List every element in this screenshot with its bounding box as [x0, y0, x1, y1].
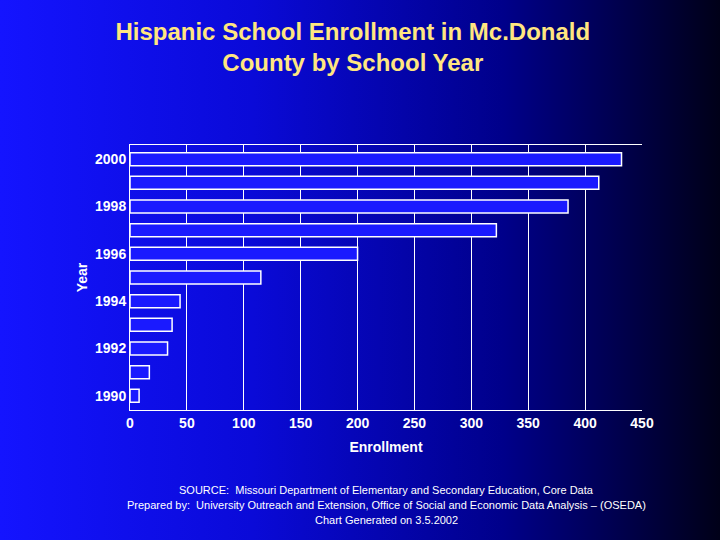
svg-text:Prepared by: University Outre: Prepared by: University Outreach and Ext… [127, 499, 646, 511]
svg-text:150: 150 [289, 415, 313, 431]
svg-text:1996: 1996 [95, 246, 126, 262]
svg-text:350: 350 [517, 415, 541, 431]
svg-text:Year: Year [74, 262, 90, 292]
svg-text:Enrollment: Enrollment [349, 439, 422, 455]
svg-text:450: 450 [630, 415, 654, 431]
svg-text:250: 250 [403, 415, 427, 431]
svg-text:1994: 1994 [95, 293, 126, 309]
svg-text:1998: 1998 [95, 198, 126, 214]
svg-text:Hispanic School Enrollment in: Hispanic School Enrollment in Mc.DonaldC… [115, 18, 590, 76]
svg-text:SOURCE: Missouri Department o: SOURCE: Missouri Department of Elementar… [179, 484, 594, 496]
svg-text:400: 400 [573, 415, 597, 431]
svg-text:Chart Generated on 3.5.2002: Chart Generated on 3.5.2002 [315, 514, 458, 526]
svg-text:200: 200 [346, 415, 370, 431]
svg-text:1990: 1990 [95, 388, 126, 404]
svg-text:300: 300 [460, 415, 484, 431]
svg-text:0: 0 [126, 415, 134, 431]
svg-text:2000: 2000 [95, 151, 126, 167]
svg-text:50: 50 [179, 415, 195, 431]
svg-text:1992: 1992 [95, 340, 126, 356]
svg-text:100: 100 [232, 415, 256, 431]
